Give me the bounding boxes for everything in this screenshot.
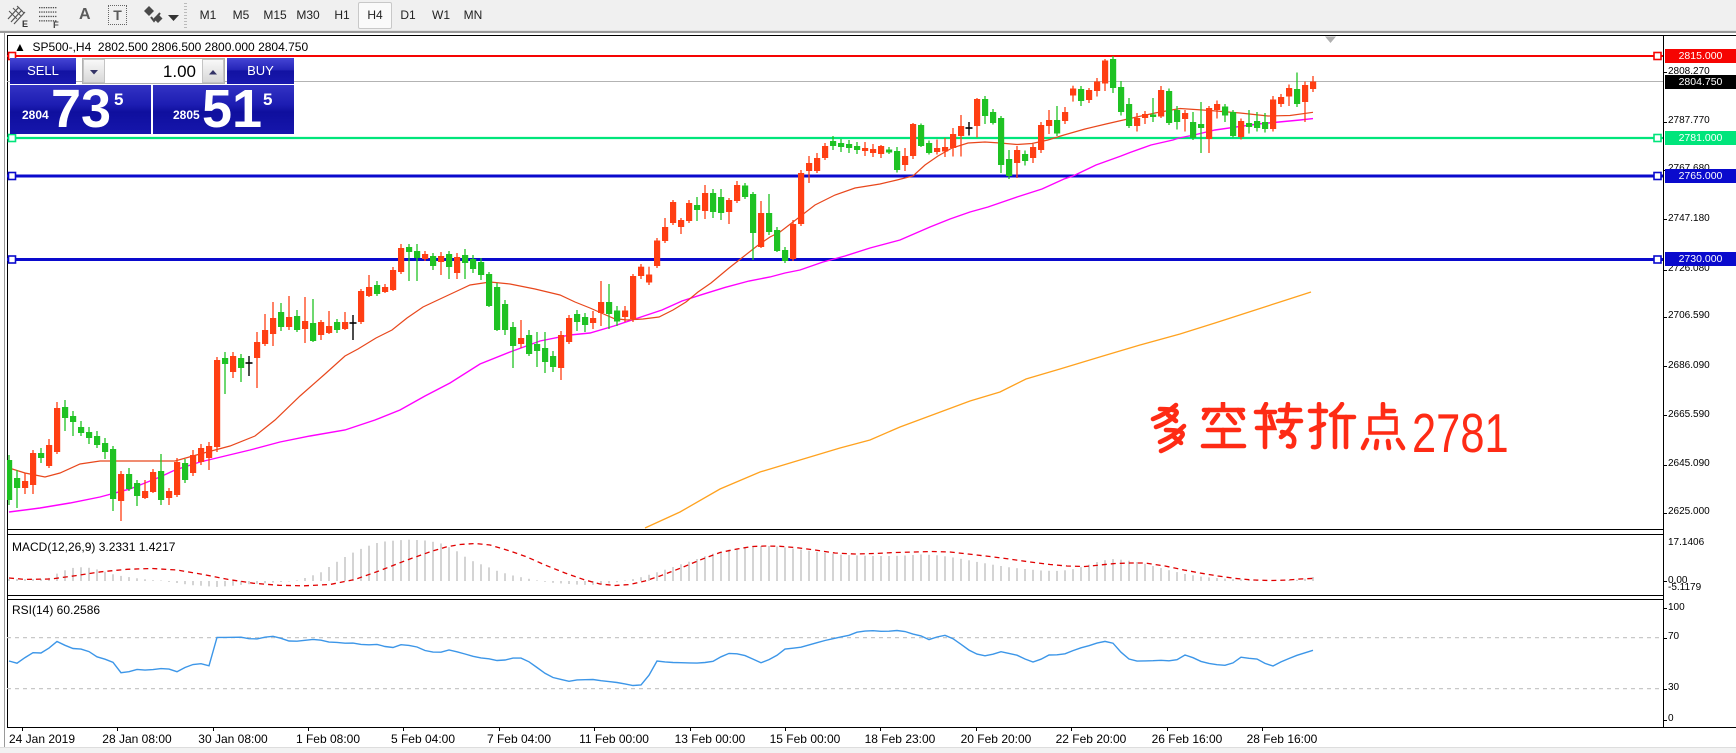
svg-text:F: F [53,20,59,29]
svg-text:E: E [22,19,28,29]
svg-text:2781: 2781 [1412,402,1509,462]
